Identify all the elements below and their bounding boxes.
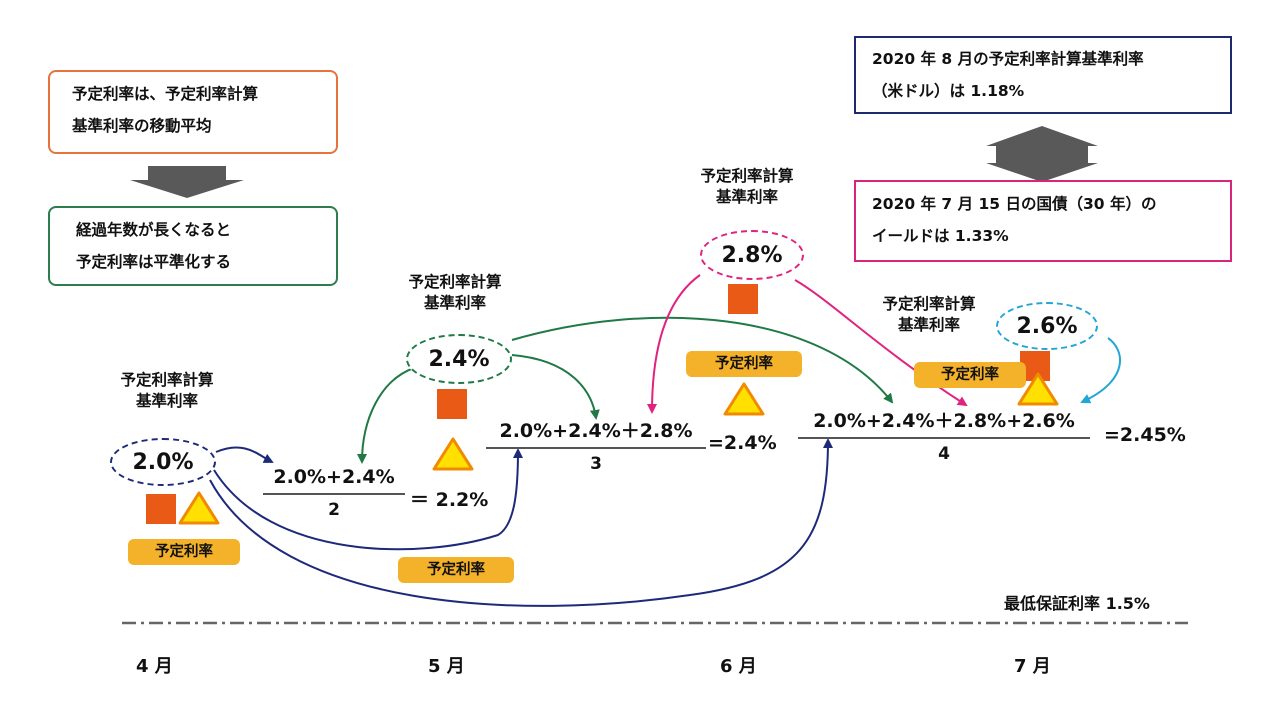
down-arrow-icon bbox=[130, 166, 244, 198]
treasury-yield-line2: イールドは 1.33% bbox=[872, 227, 1009, 245]
arrow-may-to-june-numerator bbox=[511, 354, 600, 420]
smoothing-note-box: 経過年数が長くなると 予定利率は平準化する bbox=[48, 206, 338, 286]
yellow-triangle-icon bbox=[432, 437, 474, 471]
fraction-bar bbox=[263, 493, 405, 495]
arrow-june-to-june-numerator bbox=[647, 274, 701, 414]
july-base-rate-label: 予定利率計算 基準利率 bbox=[882, 295, 976, 334]
treasury-yield-line1: 2020 年 7 月 15 日の国債（30 年）の bbox=[872, 195, 1157, 213]
moving-average-note-line2: 基準利率の移動平均 bbox=[72, 117, 212, 135]
august-base-rate-box: 2020 年 8 月の予定利率計算基準利率 （米ドル）は 1.18% bbox=[854, 36, 1232, 114]
july-formula-numerator: 2.0%+2.4%＋2.8%+2.6% bbox=[813, 410, 1075, 432]
arrow-april-to-july-numerator bbox=[209, 438, 833, 607]
fraction-bar bbox=[798, 437, 1090, 439]
arrow-april-to-may-numerator bbox=[215, 446, 274, 463]
treasury-yield-box: 2020 年 7 月 15 日の国債（30 年）の イールドは 1.33% bbox=[854, 180, 1232, 262]
moving-average-note-box: 予定利率は、予定利率計算 基準利率の移動平均 bbox=[48, 70, 338, 154]
august-base-rate-line1: 2020 年 8 月の予定利率計算基準利率 bbox=[872, 50, 1144, 68]
yellow-triangle-icon bbox=[723, 382, 765, 416]
minimum-guarantee-label: 最低保証利率 1.5% bbox=[1004, 594, 1150, 613]
month-label-july: 7 月 bbox=[1014, 656, 1051, 677]
august-base-rate-line2: （米ドル）は 1.18% bbox=[872, 82, 1025, 100]
july-base-rate-value: 2.6% bbox=[996, 302, 1098, 350]
orange-square-icon bbox=[437, 389, 467, 419]
april-base-rate-value: 2.0% bbox=[110, 438, 216, 486]
june-average-formula: 2.0%+2.4%＋2.8% 3 bbox=[486, 418, 706, 476]
april-assumed-rate-pill: 予定利率 bbox=[128, 539, 240, 565]
fraction-bar bbox=[486, 447, 706, 449]
june-formula-denominator: 3 bbox=[590, 453, 602, 474]
yellow-triangle-icon bbox=[178, 491, 220, 525]
june-formula-result: =2.4% bbox=[708, 432, 777, 454]
yellow-triangle-icon bbox=[1017, 372, 1059, 406]
month-label-june: 6 月 bbox=[720, 656, 757, 677]
july-average-formula: 2.0%+2.4%＋2.8%+2.6% 4 bbox=[798, 408, 1090, 466]
april-base-rate-label: 予定利率計算 基準利率 bbox=[120, 371, 214, 410]
month-label-april: 4 月 bbox=[136, 656, 173, 677]
arrow-july-to-july-numerator bbox=[1080, 337, 1121, 404]
arrow-may-to-july-numerator bbox=[511, 316, 894, 404]
july-formula-denominator: 4 bbox=[938, 443, 950, 464]
may-formula-denominator: 2 bbox=[328, 499, 340, 520]
smoothing-note-line2: 予定利率は平準化する bbox=[76, 253, 232, 271]
arrow-may-to-may-numerator bbox=[357, 367, 415, 464]
june-base-rate-label: 予定利率計算 基準利率 bbox=[700, 167, 794, 206]
orange-square-icon bbox=[146, 494, 176, 524]
arrow-april-to-june-numerator bbox=[213, 448, 523, 551]
june-base-rate-value: 2.8% bbox=[700, 230, 804, 280]
june-formula-numerator: 2.0%+2.4%＋2.8% bbox=[499, 420, 693, 442]
month-label-may: 5 月 bbox=[428, 656, 465, 677]
may-formula-result: ＝ 2.2% bbox=[410, 489, 489, 511]
june-assumed-rate-pill: 予定利率 bbox=[686, 351, 802, 377]
july-assumed-rate-pill: 予定利率 bbox=[914, 362, 1026, 388]
moving-average-note-line1: 予定利率は、予定利率計算 bbox=[72, 85, 259, 103]
smoothing-note-line1: 経過年数が長くなると bbox=[76, 221, 232, 239]
may-assumed-rate-pill: 予定利率 bbox=[398, 557, 514, 583]
may-base-rate-value: 2.4% bbox=[406, 334, 512, 384]
may-formula-numerator: 2.0%+2.4% bbox=[273, 466, 395, 488]
double-arrow-icon bbox=[986, 126, 1098, 182]
may-average-formula: 2.0%+2.4% 2 bbox=[263, 464, 405, 522]
may-base-rate-label: 予定利率計算 基準利率 bbox=[408, 273, 502, 312]
orange-square-icon bbox=[728, 284, 758, 314]
july-formula-result: =2.45% bbox=[1104, 424, 1186, 446]
